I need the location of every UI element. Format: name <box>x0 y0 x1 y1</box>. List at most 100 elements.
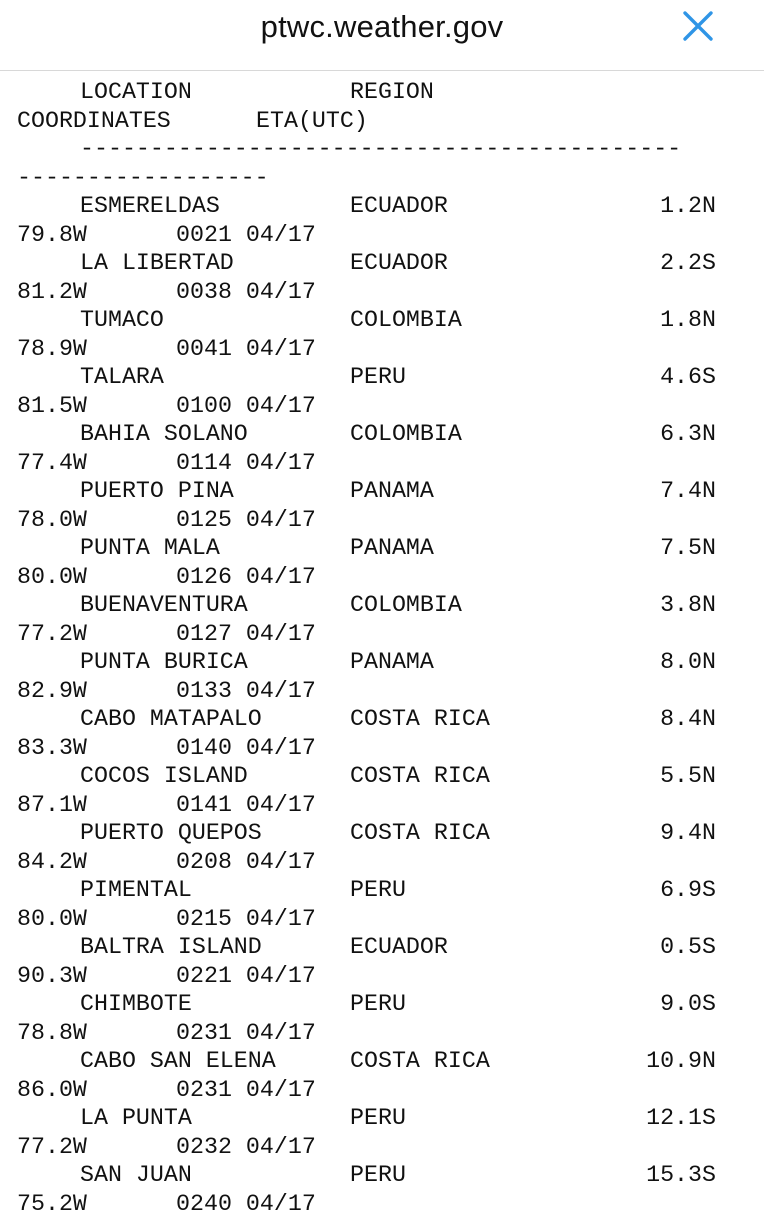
header-location: LOCATION <box>80 78 192 107</box>
row-eta: 0141 04/17 <box>176 791 316 820</box>
row-latitude: 0.5S <box>660 933 716 962</box>
row-region: COLOMBIA <box>350 591 462 620</box>
row-location: LA LIBERTAD <box>80 249 234 278</box>
row-eta: 0215 04/17 <box>176 905 316 934</box>
row-eta: 0125 04/17 <box>176 506 316 535</box>
row-latitude: 6.9S <box>660 876 716 905</box>
row-location: PIMENTAL <box>80 876 192 905</box>
row-longitude: 84.2W <box>17 848 87 877</box>
row-latitude: 15.3S <box>646 1161 716 1190</box>
row-longitude: 87.1W <box>17 791 87 820</box>
row-eta: 0041 04/17 <box>176 335 316 364</box>
table-row-continuation: 83.3W 0140 04/17 <box>0 734 764 763</box>
row-longitude: 77.2W <box>17 1133 87 1162</box>
row-region: COLOMBIA <box>350 420 462 449</box>
row-location: TALARA <box>80 363 164 392</box>
close-button[interactable] <box>678 6 718 46</box>
row-eta: 0126 04/17 <box>176 563 316 592</box>
row-eta: 0231 04/17 <box>176 1076 316 1105</box>
row-latitude: 4.6S <box>660 363 716 392</box>
separator-dashes: ----------------------------------------… <box>80 135 681 164</box>
row-region: COSTA RICA <box>350 819 490 848</box>
row-location: COCOS ISLAND <box>80 762 248 791</box>
row-region: PERU <box>350 990 406 1019</box>
table-row-continuation: 81.5W 0100 04/17 <box>0 392 764 421</box>
row-latitude: 8.0N <box>660 648 716 677</box>
row-latitude: 7.4N <box>660 477 716 506</box>
close-icon <box>678 6 718 46</box>
row-latitude: 10.9N <box>646 1047 716 1076</box>
row-latitude: 9.4N <box>660 819 716 848</box>
row-eta: 0232 04/17 <box>176 1133 316 1162</box>
row-region: COLOMBIA <box>350 306 462 335</box>
header-coordinates: COORDINATES <box>17 107 171 136</box>
table-row-continuation: 80.0W 0126 04/17 <box>0 563 764 592</box>
row-location: ESMERELDAS <box>80 192 220 221</box>
row-longitude: 83.3W <box>17 734 87 763</box>
row-eta: 0100 04/17 <box>176 392 316 421</box>
table-row-continuation: 80.0W 0215 04/17 <box>0 905 764 934</box>
separator-line-1: ----------------------------------------… <box>0 135 764 164</box>
row-location: CABO MATAPALO <box>80 705 262 734</box>
row-eta: 0038 04/17 <box>176 278 316 307</box>
row-longitude: 86.0W <box>17 1076 87 1105</box>
row-longitude: 79.8W <box>17 221 87 250</box>
row-eta: 0021 04/17 <box>176 221 316 250</box>
table-row-continuation: 81.2W 0038 04/17 <box>0 278 764 307</box>
row-region: PANAMA <box>350 534 434 563</box>
row-longitude: 81.2W <box>17 278 87 307</box>
row-longitude: 90.3W <box>17 962 87 991</box>
row-location: BAHIA SOLANO <box>80 420 248 449</box>
header-eta: ETA(UTC) <box>256 107 368 136</box>
table-row-continuation: 84.2W 0208 04/17 <box>0 848 764 877</box>
row-eta: 0140 04/17 <box>176 734 316 763</box>
row-region: PERU <box>350 363 406 392</box>
row-eta: 0208 04/17 <box>176 848 316 877</box>
row-location: CHIMBOTE <box>80 990 192 1019</box>
row-region: ECUADOR <box>350 933 448 962</box>
table-row: CHIMBOTE PERU 9.0S <box>0 990 764 1019</box>
row-location: PUERTO PINA <box>80 477 234 506</box>
row-longitude: 81.5W <box>17 392 87 421</box>
url-text[interactable]: ptwc.weather.gov <box>0 7 764 47</box>
row-longitude: 77.2W <box>17 620 87 649</box>
row-longitude: 78.9W <box>17 335 87 364</box>
row-longitude: 78.0W <box>17 506 87 535</box>
row-eta: 0240 04/17 <box>176 1190 316 1218</box>
row-latitude: 9.0S <box>660 990 716 1019</box>
row-latitude: 3.8N <box>660 591 716 620</box>
table-row: TALARA PERU 4.6S <box>0 363 764 392</box>
table-row: PIMENTAL PERU 6.9S <box>0 876 764 905</box>
header-line-2: COORDINATES ETA(UTC) <box>0 107 764 136</box>
row-location: CABO SAN ELENA <box>80 1047 276 1076</box>
row-eta: 0231 04/17 <box>176 1019 316 1048</box>
row-eta: 0127 04/17 <box>176 620 316 649</box>
row-region: PERU <box>350 876 406 905</box>
row-latitude: 5.5N <box>660 762 716 791</box>
table-row-continuation: 79.8W 0021 04/17 <box>0 221 764 250</box>
row-latitude: 6.3N <box>660 420 716 449</box>
row-longitude: 80.0W <box>17 563 87 592</box>
separator-line-2: ------------------ <box>0 164 764 193</box>
row-longitude: 80.0W <box>17 905 87 934</box>
row-location: LA PUNTA <box>80 1104 192 1133</box>
row-region: ECUADOR <box>350 192 448 221</box>
